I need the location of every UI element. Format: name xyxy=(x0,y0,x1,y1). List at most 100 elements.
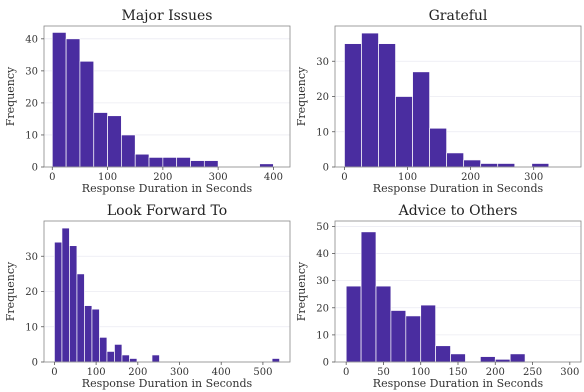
histogram-bar xyxy=(435,345,451,363)
x-tick-label: 300 xyxy=(560,367,579,378)
histogram-bar xyxy=(99,336,108,363)
y-tick-label: 0 xyxy=(323,163,329,174)
histogram-bar xyxy=(480,163,499,168)
y-tick-label: 30 xyxy=(316,276,329,287)
x-tick-label: 500 xyxy=(253,367,272,378)
subplot-1: 0 100 200 300 400 0 10 20 30 40 Major Issues Respon… xyxy=(4,8,291,195)
x-tick-label: 0 xyxy=(49,172,55,183)
x-axis-label: Response Duration in Seconds xyxy=(82,182,253,195)
histogram-bar xyxy=(121,354,130,363)
x-tick-label: 100 xyxy=(398,172,417,183)
histogram-bar xyxy=(480,356,496,363)
histogram-bar xyxy=(91,308,100,363)
x-tick-label: 100 xyxy=(87,367,106,378)
histogram-bar xyxy=(65,38,81,168)
histogram-bar xyxy=(84,305,93,363)
x-tick-label: 150 xyxy=(448,367,467,378)
subplot-2: 0 100 200 300 0 10 20 30 Grateful Response Durati… xyxy=(295,8,582,195)
y-tick-label: 10 xyxy=(25,322,38,333)
histogram-bar xyxy=(450,353,466,363)
x-tick-label: 200 xyxy=(486,367,505,378)
x-tick-label: 200 xyxy=(153,172,172,183)
histogram-bar xyxy=(429,127,447,168)
x-tick-label: 300 xyxy=(524,172,543,183)
histogram-bar xyxy=(106,351,115,363)
histogram-bar xyxy=(344,43,362,168)
histogram-bar xyxy=(420,304,436,363)
histogram-bar xyxy=(203,160,219,168)
histogram-bar xyxy=(69,245,78,363)
histogram-bar xyxy=(509,353,526,363)
x-tick-label: 200 xyxy=(461,172,480,183)
x-tick-label: 50 xyxy=(377,367,390,378)
y-tick-label: 10 xyxy=(316,330,329,341)
y-tick-label: 50 xyxy=(316,222,329,233)
x-tick-label: 400 xyxy=(264,172,283,183)
histogram-bar xyxy=(162,157,178,168)
histogram-bar xyxy=(121,134,136,168)
subplot-title: Grateful xyxy=(429,8,488,24)
x-tick-label: 100 xyxy=(411,367,430,378)
histogram-bar xyxy=(79,60,95,168)
histogram-bar xyxy=(345,285,362,363)
y-tick-label: 20 xyxy=(25,98,38,109)
subplot-4: 0 50 100 150 200 250 300 0 10 20 30 40 50 Advice to O… xyxy=(295,203,582,390)
y-tick-label: 0 xyxy=(323,358,329,369)
histogram-bar xyxy=(446,152,465,168)
histogram-bar xyxy=(54,241,63,363)
subplot-3: 0 100 200 300 400 500 0 10 20 30 Look Forward To Re… xyxy=(4,203,291,390)
y-tick-label: 0 xyxy=(32,163,38,174)
x-tick-label: 400 xyxy=(212,367,231,378)
y-tick-label: 30 xyxy=(25,66,38,77)
subplot-title: Major Issues xyxy=(122,8,213,24)
histogram-bar xyxy=(61,227,70,363)
histogram-bar xyxy=(395,96,413,168)
histogram-bar xyxy=(378,43,396,168)
histogram-bar xyxy=(494,358,511,363)
histogram-bar xyxy=(114,344,123,363)
histogram-bar xyxy=(360,231,377,363)
x-tick-label: 0 xyxy=(343,367,349,378)
histogram-bar xyxy=(390,310,407,363)
histogram-bar xyxy=(463,159,482,168)
histogram-bar xyxy=(497,163,516,168)
subplot-title: Look Forward To xyxy=(107,203,227,219)
histogram-bar xyxy=(93,112,108,168)
x-tick-label: 0 xyxy=(341,172,347,183)
x-tick-label: 0 xyxy=(51,367,57,378)
y-tick-label: 10 xyxy=(25,130,38,141)
y-tick-label: 20 xyxy=(25,287,38,298)
histogram-bar xyxy=(375,285,392,363)
y-tick-label: 40 xyxy=(316,249,329,260)
y-tick-label: 0 xyxy=(32,358,38,369)
histogram-bar xyxy=(176,157,191,168)
histogram-bar xyxy=(107,115,122,168)
y-tick-label: 30 xyxy=(25,252,38,263)
y-axis-label: Frequency xyxy=(4,66,17,126)
y-tick-label: 40 xyxy=(25,34,38,45)
histogram-bar xyxy=(412,71,430,168)
histogram-bar xyxy=(361,32,379,168)
histogram-bar xyxy=(259,163,274,168)
histogram-bar xyxy=(151,354,160,363)
subplot-title: Advice to Others xyxy=(398,203,518,219)
histogram-bar xyxy=(271,358,280,363)
x-axis-label: Response Duration in Seconds xyxy=(373,377,544,390)
histogram-bar xyxy=(134,153,150,168)
histogram-bar xyxy=(148,157,164,168)
x-tick-label: 100 xyxy=(98,172,117,183)
x-tick-label: 200 xyxy=(128,367,147,378)
x-tick-label: 250 xyxy=(523,367,542,378)
x-axis-label: Response Duration in Seconds xyxy=(373,182,544,195)
x-tick-label: 300 xyxy=(209,172,228,183)
histogram-bar xyxy=(129,358,138,363)
histogram-bar xyxy=(405,315,422,363)
histogram-bar xyxy=(531,163,550,168)
x-axis-label: Response Duration in Seconds xyxy=(82,377,253,390)
y-tick-label: 20 xyxy=(316,303,329,314)
y-axis-label: Frequency xyxy=(4,261,17,321)
axes-frame xyxy=(43,25,291,168)
y-tick-label: 20 xyxy=(316,92,329,103)
y-tick-label: 10 xyxy=(316,127,329,138)
